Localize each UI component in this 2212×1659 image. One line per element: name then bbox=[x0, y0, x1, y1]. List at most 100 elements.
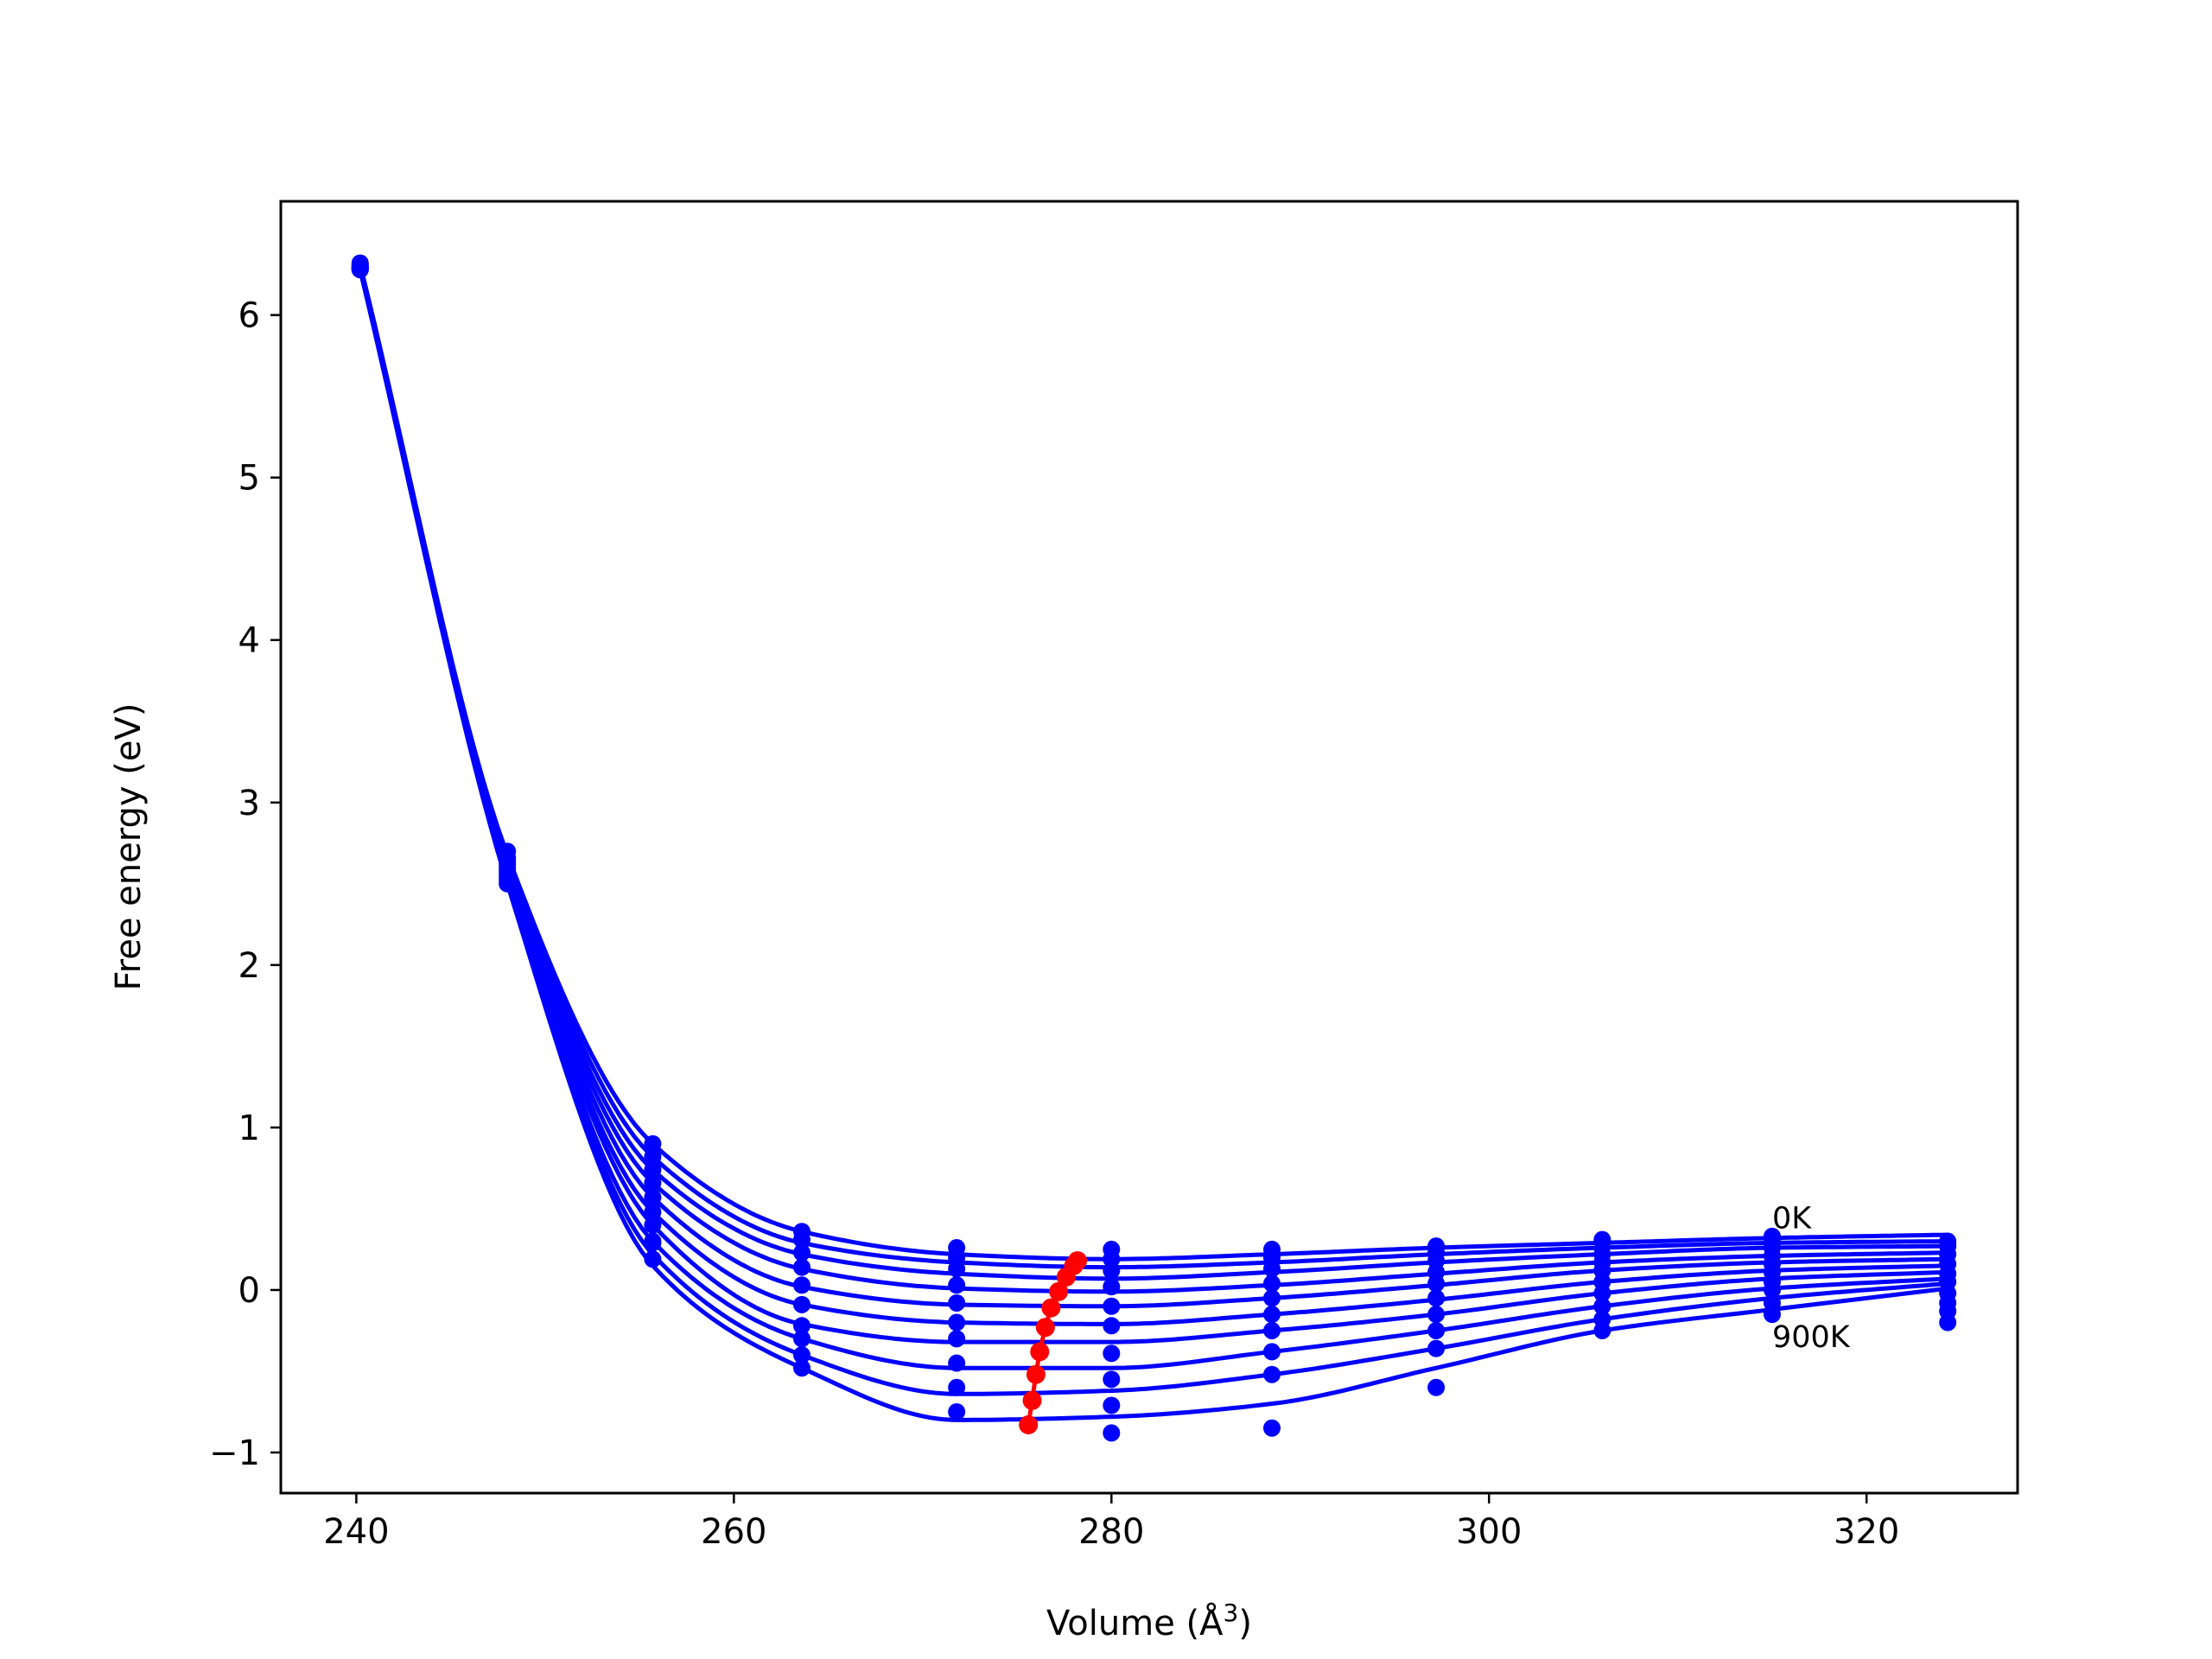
y-tick-label: 4 bbox=[238, 621, 260, 661]
free-energy-curve-4 bbox=[358, 267, 1948, 1309]
data-point bbox=[793, 1330, 810, 1348]
data-point bbox=[1263, 1419, 1281, 1437]
y-axis-label: Free energy (eV) bbox=[109, 703, 149, 991]
minimum-point bbox=[1056, 1267, 1076, 1287]
y-tick-label: −1 bbox=[209, 1433, 260, 1473]
data-point bbox=[644, 1135, 662, 1153]
data-point bbox=[1103, 1424, 1121, 1442]
data-point bbox=[351, 260, 369, 278]
data-point bbox=[644, 1173, 662, 1192]
minimum-point bbox=[1035, 1318, 1055, 1338]
data-point bbox=[793, 1230, 810, 1249]
points-layer bbox=[351, 254, 1957, 1442]
data-point bbox=[1103, 1297, 1121, 1315]
y-axis-ticks: −1 0 1 2 3 4 5 6 bbox=[209, 296, 281, 1473]
data-point bbox=[644, 1188, 662, 1206]
data-point bbox=[644, 1203, 662, 1221]
data-point bbox=[644, 1234, 662, 1252]
free-energy-curve-7 bbox=[358, 269, 1948, 1370]
data-point bbox=[1263, 1365, 1281, 1383]
y-tick-label: 6 bbox=[238, 296, 260, 336]
data-point bbox=[1593, 1321, 1611, 1339]
free-energy-curve-1 bbox=[358, 264, 1948, 1270]
minimum-point bbox=[1049, 1281, 1069, 1301]
data-point bbox=[793, 1346, 810, 1364]
y-tick-label: 5 bbox=[238, 459, 260, 499]
annotation-label: 900K bbox=[1772, 1320, 1851, 1355]
data-point bbox=[1263, 1260, 1281, 1278]
data-point bbox=[499, 874, 517, 893]
minimum-point bbox=[1022, 1390, 1042, 1410]
data-point bbox=[948, 1276, 966, 1294]
data-point bbox=[644, 1250, 662, 1268]
data-point bbox=[1763, 1281, 1781, 1299]
data-point bbox=[1939, 1313, 1957, 1332]
data-point bbox=[948, 1402, 966, 1421]
data-point bbox=[644, 1216, 662, 1234]
plot-frame bbox=[279, 200, 2019, 1495]
free-energy-curve-0 bbox=[358, 264, 1948, 1262]
data-point bbox=[948, 1313, 966, 1332]
data-point bbox=[948, 1378, 966, 1396]
data-point bbox=[1427, 1274, 1446, 1293]
data-point bbox=[1263, 1289, 1281, 1307]
x-tick-label: 320 bbox=[1834, 1512, 1899, 1552]
data-point bbox=[1263, 1274, 1281, 1293]
data-point bbox=[1593, 1232, 1611, 1250]
data-point bbox=[948, 1294, 966, 1312]
data-point bbox=[793, 1258, 810, 1276]
data-point bbox=[1593, 1297, 1611, 1315]
x-tick-label: 300 bbox=[1456, 1512, 1522, 1552]
minimum-point bbox=[1019, 1415, 1039, 1435]
data-point bbox=[793, 1359, 810, 1377]
x-tick-label: 280 bbox=[1078, 1512, 1144, 1552]
x-tick-label: 260 bbox=[701, 1512, 766, 1552]
data-point bbox=[1103, 1396, 1121, 1414]
x-tick-label: 240 bbox=[323, 1512, 389, 1552]
data-point bbox=[793, 1276, 810, 1294]
curves-layer bbox=[358, 264, 1948, 1422]
annotation-label: 0K bbox=[1772, 1201, 1812, 1236]
data-point bbox=[1427, 1321, 1446, 1339]
minimum-point bbox=[1026, 1364, 1046, 1384]
annotations: 0K 900K bbox=[1772, 1201, 1851, 1354]
data-point bbox=[1103, 1317, 1121, 1335]
data-point bbox=[1103, 1278, 1121, 1296]
data-point bbox=[948, 1330, 966, 1348]
y-tick-label: 0 bbox=[238, 1271, 260, 1311]
data-point bbox=[793, 1243, 810, 1262]
minimum-path-layer bbox=[1019, 1251, 1087, 1435]
x-axis-label: Volume (Å3) bbox=[1046, 1599, 1252, 1644]
free-energy-curve-5 bbox=[358, 267, 1948, 1326]
data-point bbox=[644, 1160, 662, 1179]
minimum-point bbox=[1030, 1342, 1050, 1362]
data-point bbox=[1427, 1306, 1446, 1324]
free-energy-curve-9 bbox=[358, 269, 1948, 1422]
data-point bbox=[793, 1295, 810, 1313]
free-energy-curve-3 bbox=[358, 265, 1948, 1294]
x-axis-ticks: 240 260 280 300 320 bbox=[323, 1493, 1899, 1552]
data-point bbox=[793, 1317, 810, 1335]
minimum-point bbox=[1041, 1298, 1061, 1318]
free-energy-curve-8 bbox=[358, 269, 1948, 1396]
free-energy-curve-2 bbox=[358, 265, 1948, 1281]
y-tick-label: 2 bbox=[238, 946, 260, 986]
data-point bbox=[1103, 1370, 1121, 1389]
data-point bbox=[1427, 1378, 1446, 1396]
data-point bbox=[1263, 1321, 1281, 1339]
data-point bbox=[948, 1260, 966, 1278]
y-tick-label: 3 bbox=[238, 784, 260, 823]
data-point bbox=[1263, 1343, 1281, 1361]
free-energy-curve-6 bbox=[358, 267, 1948, 1344]
data-point bbox=[1427, 1339, 1446, 1357]
data-point bbox=[1427, 1289, 1446, 1307]
data-point bbox=[644, 1147, 662, 1166]
y-tick-label: 1 bbox=[238, 1109, 260, 1148]
data-point bbox=[1103, 1262, 1121, 1280]
data-point bbox=[1103, 1344, 1121, 1363]
data-point bbox=[1763, 1306, 1781, 1324]
data-point bbox=[1263, 1306, 1281, 1324]
data-point bbox=[948, 1354, 966, 1372]
data-point bbox=[1593, 1284, 1611, 1302]
